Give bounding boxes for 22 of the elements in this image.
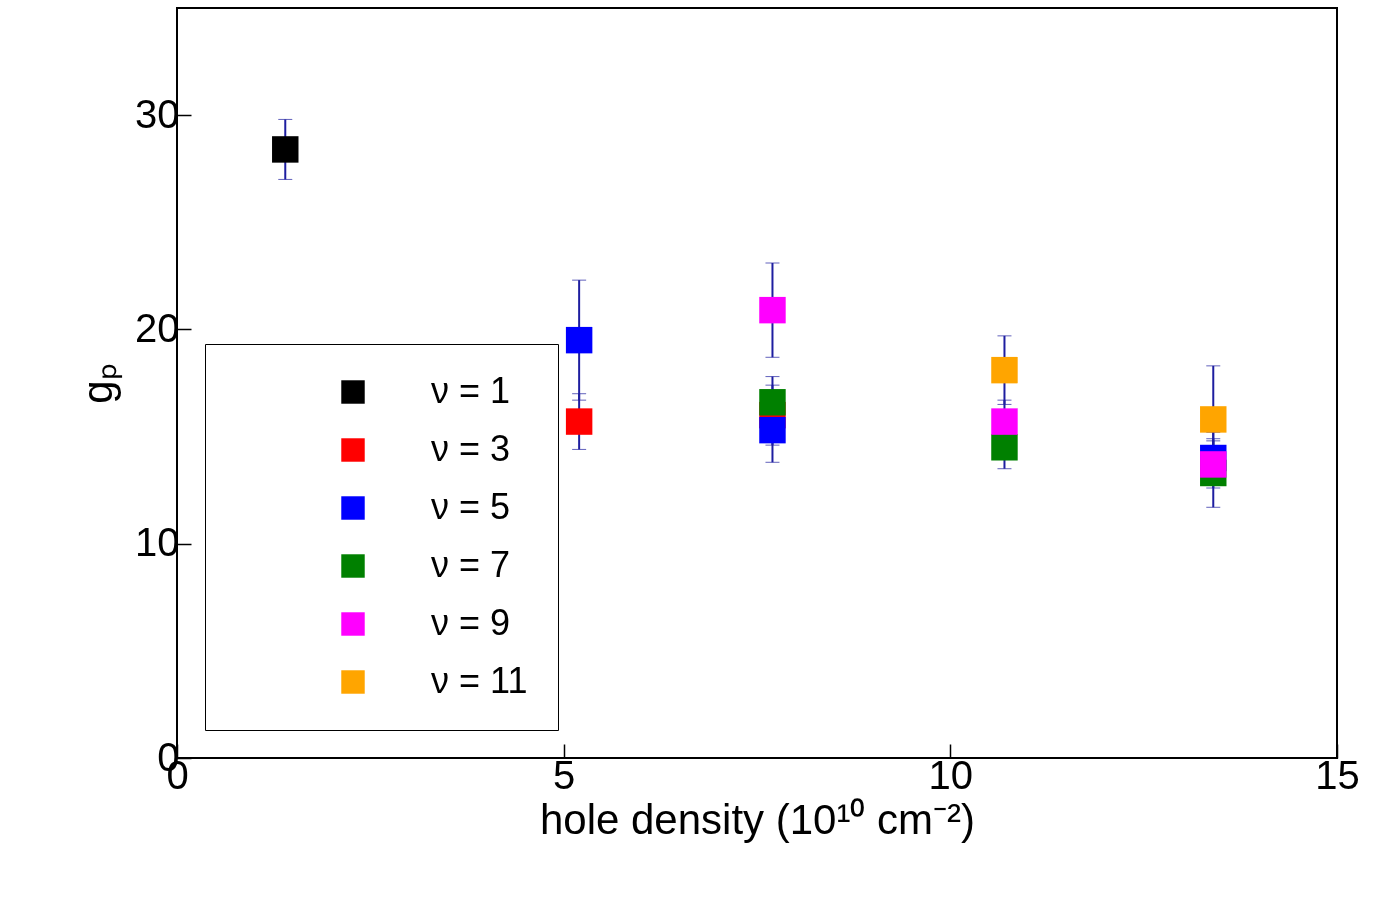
point <box>759 416 786 444</box>
point <box>565 326 593 354</box>
x-tick-label: 5 <box>553 752 576 797</box>
point <box>565 408 593 435</box>
legend-label: ν = 9 <box>431 602 511 643</box>
point <box>759 389 786 416</box>
point <box>991 408 1018 435</box>
legend-label: ν = 1 <box>431 370 511 411</box>
x-axis-title: hole density (10¹⁰ cm⁻²) <box>539 795 976 843</box>
legend-label: ν = 3 <box>431 428 511 469</box>
legend-label: ν = 7 <box>431 544 511 585</box>
point <box>991 356 1018 384</box>
x-tick-label: 15 <box>1315 752 1360 797</box>
legend-label: ν = 11 <box>431 660 528 701</box>
point <box>1200 406 1227 433</box>
point <box>759 296 786 324</box>
y-axis-title: gₚ <box>74 363 124 404</box>
point <box>991 434 1018 461</box>
legend-label: ν = 5 <box>431 486 511 527</box>
point <box>272 136 299 163</box>
point <box>1200 451 1227 478</box>
x-tick-label: 10 <box>928 752 974 797</box>
